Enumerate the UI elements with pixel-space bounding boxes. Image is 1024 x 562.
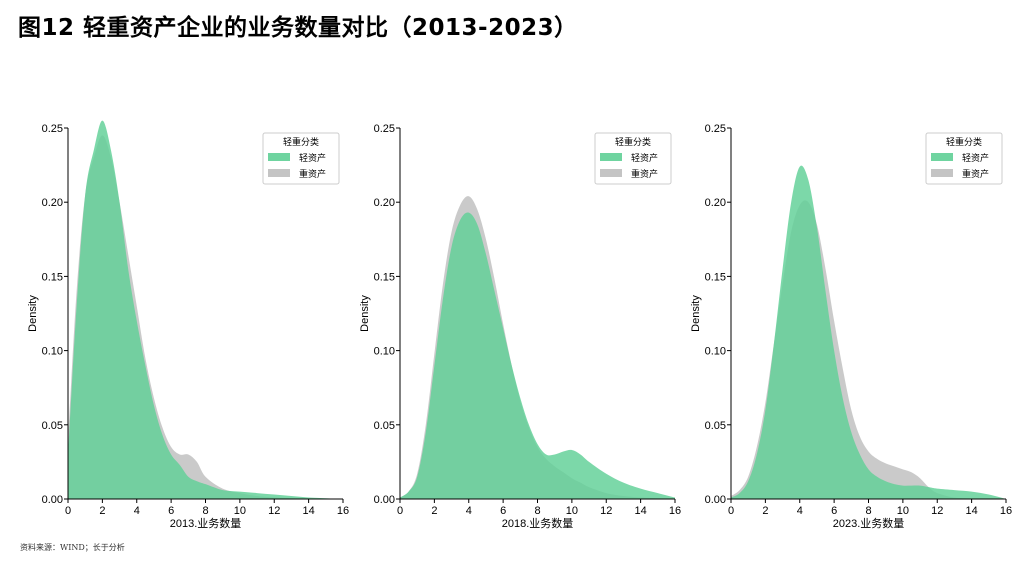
legend-entry: 重资产	[299, 168, 326, 180]
legend-swatch	[931, 169, 953, 177]
x-tick-label: 0	[397, 505, 403, 517]
series-area-light	[68, 120, 343, 499]
series-area-light	[400, 212, 675, 499]
legend-swatch	[931, 153, 953, 161]
page-title: 图12 轻重资产企业的业务数量对比（2013-2023）	[18, 15, 578, 41]
x-tick-label: 6	[831, 505, 837, 517]
x-tick-label: 8	[202, 505, 208, 517]
legend-entry: 重资产	[962, 168, 989, 180]
x-tick-label: 0	[728, 505, 734, 517]
legend-title: 轻重分类	[283, 136, 319, 148]
y-tick-label: 0.10	[374, 346, 395, 358]
y-tick-label: 0.10	[705, 346, 726, 358]
series-area-light	[731, 165, 1006, 499]
y-tick-label: 0.00	[374, 494, 395, 506]
legend-title: 轻重分类	[946, 136, 982, 148]
y-tick-label: 0.20	[42, 197, 63, 209]
y-tick-label: 0.05	[374, 420, 395, 432]
y-tick-label: 0.15	[374, 271, 395, 283]
y-axis-label: Density	[27, 295, 39, 332]
legend-title: 轻重分类	[615, 136, 651, 148]
legend-entry: 轻资产	[962, 152, 989, 164]
legend-entry: 轻资产	[631, 152, 658, 164]
x-tick-label: 14	[966, 505, 978, 517]
y-tick-label: 0.20	[374, 197, 395, 209]
y-tick-label: 0.10	[42, 346, 63, 358]
y-tick-label: 0.25	[705, 123, 726, 135]
x-tick-label: 2	[99, 505, 105, 517]
x-tick-label: 16	[669, 505, 681, 517]
y-axis-label: Density	[690, 295, 702, 332]
x-tick-label: 16	[337, 505, 349, 517]
y-tick-label: 0.05	[705, 420, 726, 432]
x-tick-label: 4	[797, 505, 803, 517]
legend-entry: 重资产	[631, 168, 658, 180]
x-tick-label: 6	[168, 505, 174, 517]
x-tick-label: 2	[762, 505, 768, 517]
legend-entry: 轻资产	[299, 152, 326, 164]
y-tick-label: 0.00	[42, 494, 63, 506]
y-tick-label: 0.00	[705, 494, 726, 506]
density-chart-2018: 0 2 4 6 8 10 12 14 16 0.00 0.05 0.10 0.15 0.20 0.25 201…	[359, 123, 681, 530]
x-tick-label: 14	[303, 505, 315, 517]
x-tick-label: 12	[600, 505, 612, 517]
x-axis-label: 2013.业务数量	[170, 517, 242, 530]
x-axis-label: 2023.业务数量	[833, 517, 905, 530]
y-tick-label: 0.20	[705, 197, 726, 209]
x-tick-label: 16	[1000, 505, 1012, 517]
x-tick-label: 6	[500, 505, 506, 517]
source-note: 资料来源：WIND；长于分析	[20, 543, 125, 552]
x-tick-label: 10	[897, 505, 909, 517]
x-tick-label: 12	[931, 505, 943, 517]
legend-swatch	[268, 169, 290, 177]
legend-swatch	[600, 153, 622, 161]
x-tick-label: 8	[865, 505, 871, 517]
x-tick-label: 12	[268, 505, 280, 517]
density-chart-2013: 0 2 4 6 8 10 12 14 16 0.00 0.05 0.10 0.15 0.20 0.25 201…	[27, 120, 349, 530]
x-tick-label: 10	[234, 505, 246, 517]
x-tick-label: 10	[566, 505, 578, 517]
legend-swatch	[600, 169, 622, 177]
chart-panel-2018: 0 2 4 6 8 10 12 14 16 0.00 0.05 0.10 0.15 0.20 0.25 201…	[332, 0, 682, 562]
y-tick-label: 0.25	[42, 123, 63, 135]
y-tick-label: 0.15	[705, 271, 726, 283]
x-tick-label: 2	[431, 505, 437, 517]
x-tick-label: 0	[65, 505, 71, 517]
legend-swatch	[268, 153, 290, 161]
x-axis-label: 2018.业务数量	[502, 517, 574, 530]
density-chart-2023: 0 2 4 6 8 10 12 14 16 0.00 0.05 0.10 0.15 0.20 0.25 202…	[690, 123, 1012, 530]
y-axis-label: Density	[359, 295, 371, 332]
x-tick-label: 4	[134, 505, 140, 517]
y-tick-label: 0.05	[42, 420, 63, 432]
y-tick-label: 0.15	[42, 271, 63, 283]
x-tick-label: 4	[466, 505, 472, 517]
y-tick-label: 0.25	[374, 123, 395, 135]
chart-panel-2023: 0 2 4 6 8 10 12 14 16 0.00 0.05 0.10 0.15 0.20 0.25 202…	[663, 0, 1013, 562]
x-tick-label: 8	[534, 505, 540, 517]
x-tick-label: 14	[635, 505, 647, 517]
chart-panel-2013: 0 2 4 6 8 10 12 14 16 0.00 0.05 0.10 0.15 0.20 0.25 201…	[0, 0, 350, 562]
